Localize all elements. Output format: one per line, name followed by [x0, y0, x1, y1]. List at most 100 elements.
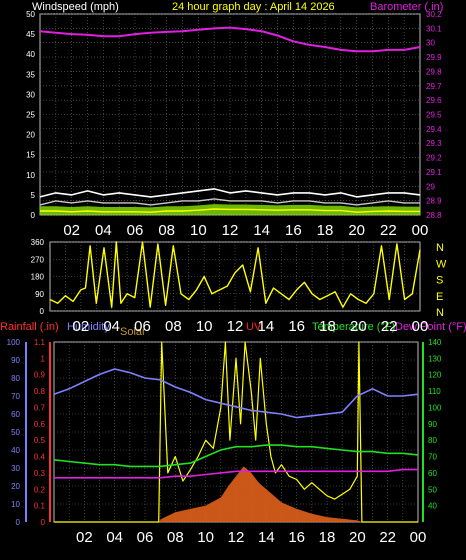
windspeed-tick-label: 35 — [26, 70, 35, 79]
direction-chart-x-tick-label: 18 — [319, 318, 336, 335]
wind-gust-line — [39, 188, 421, 198]
climate-chart-x-tick-label: 08 — [167, 529, 184, 546]
barometer-tick-label: 28.8 — [426, 211, 442, 220]
temperature-tick-label: 120 — [428, 371, 442, 380]
dewpoint-axis-title: Dew Point (°F) — [395, 321, 466, 333]
windspeed-tick-label: 20 — [26, 131, 35, 140]
temperature-tick-label: 40 — [428, 502, 437, 511]
humidity-tick-label: 80 — [11, 374, 20, 383]
direction-chart-x-tick-label: 02 — [72, 318, 89, 335]
direction-chart-x-tick-label: 14 — [257, 318, 274, 335]
rainfall-tick-label: 0.2 — [34, 485, 46, 494]
barometer-tick-label: 29.4 — [426, 125, 442, 134]
direction-chart-x-tick-label: 12 — [227, 318, 244, 335]
rainfall-tick-label: 1.1 — [34, 338, 46, 347]
barometer-tick-label: 28.9 — [426, 197, 442, 206]
uv-axis-title: UV — [246, 321, 262, 333]
compass-label: W — [436, 258, 447, 270]
wind-chart-x-tick-label: 12 — [222, 222, 239, 239]
wind-chart-x-tick-label: 16 — [285, 222, 302, 239]
windspeed-tick-label: 45 — [26, 30, 35, 39]
windspeed-axis-title: Windspeed (mph) — [32, 1, 119, 13]
temperature-tick-label: 90 — [428, 420, 437, 429]
barometer-tick-label: 29.6 — [426, 96, 442, 105]
wind-chart-x-tick-label: 04 — [95, 222, 112, 239]
barometer-tick-label: 29.9 — [426, 53, 442, 62]
barometer-tick-label: 29.7 — [426, 82, 442, 91]
temperature-tick-label: 130 — [428, 354, 442, 363]
barometer-tick-label: 29.2 — [426, 154, 442, 163]
rainfall-tick-label: 0.5 — [34, 436, 46, 445]
windspeed-tick-label: 10 — [26, 171, 35, 180]
barometer-tick-label: 29.8 — [426, 67, 442, 76]
windspeed-tick-label: 0 — [31, 211, 36, 220]
solar-area — [54, 466, 418, 522]
wind-chart-x-tick-label: 14 — [253, 222, 270, 239]
temperature-tick-label: 100 — [428, 403, 442, 412]
wind-direction-line — [49, 241, 421, 308]
humidity-tick-label: 10 — [11, 500, 20, 509]
direction-chart-x-tick-label: 00 — [412, 318, 429, 335]
wind-chart-x-tick-label: 02 — [63, 222, 80, 239]
direction-tick-label: 270 — [31, 255, 45, 264]
wind-speed-line — [39, 198, 420, 206]
direction-tick-label: 0 — [40, 307, 45, 316]
barometer-tick-label: 30 — [426, 39, 435, 48]
wind-chart-x-tick-label: 18 — [317, 222, 334, 239]
compass-label: N — [436, 242, 444, 254]
temperature-tick-label: 60 — [428, 469, 437, 478]
barometer-line — [39, 26, 421, 53]
rainfall-tick-label: 0.9 — [34, 371, 46, 380]
rainfall-tick-label: 0.8 — [34, 387, 46, 396]
windspeed-tick-label: 40 — [26, 50, 35, 59]
windspeed-tick-label: 25 — [26, 111, 35, 120]
rainfall-axis-title: Rainfall (.in) — [0, 321, 59, 333]
barometer-axis-title: Barometer (.in) — [370, 1, 443, 13]
humidity-tick-label: 90 — [11, 356, 20, 365]
climate-chart-x-tick-label: 12 — [228, 529, 245, 546]
humidity-axis-title: Humidity — [67, 321, 110, 333]
temperature-tick-label: 50 — [428, 485, 437, 494]
compass-label: E — [436, 291, 443, 303]
windspeed-tick-label: 15 — [26, 151, 35, 160]
dewpoint-line — [54, 468, 418, 479]
climate-chart-x-tick-label: 20 — [349, 529, 366, 546]
rainfall-tick-label: 0.3 — [34, 469, 46, 478]
direction-chart-x-tick-label: 08 — [165, 318, 182, 335]
direction-chart-x-tick-label: 16 — [288, 318, 305, 335]
direction-chart-x-tick-label: 20 — [350, 318, 367, 335]
direction-chart-x-tick-label: 04 — [103, 318, 120, 335]
climate-chart-x-tick-label: 06 — [137, 529, 154, 546]
humidity-tick-label: 100 — [7, 338, 21, 347]
wind-chart-x-tick-label: 10 — [190, 222, 207, 239]
wind-chart-x-tick-label: 00 — [412, 222, 429, 239]
direction-chart-x-tick-label: 22 — [381, 318, 398, 335]
humidity-tick-label: 0 — [16, 518, 21, 527]
humidity-tick-label: 40 — [11, 446, 20, 455]
rainfall-tick-label: 0.1 — [34, 502, 46, 511]
barometer-tick-label: 29 — [426, 182, 435, 191]
barometer-tick-label: 29.1 — [426, 168, 442, 177]
climate-chart-x-tick-label: 22 — [379, 529, 396, 546]
climate-chart-x-tick-label: 02 — [76, 529, 93, 546]
wind-average-line — [40, 208, 420, 213]
wind-chart-x-tick-label: 20 — [348, 222, 365, 239]
barometer-tick-label: 30.2 — [426, 10, 442, 19]
barometer-tick-label: 30.1 — [426, 24, 442, 33]
direction-tick-label: 90 — [35, 290, 44, 299]
humidity-tick-label: 50 — [11, 428, 20, 437]
temperature-tick-label: 70 — [428, 453, 437, 462]
climate-chart-x-tick-label: 10 — [197, 529, 214, 546]
rainfall-tick-label: 0.6 — [34, 420, 46, 429]
rainfall-tick-label: 0.4 — [34, 453, 46, 462]
barometer-tick-label: 29.3 — [426, 139, 442, 148]
temperature-tick-label: 80 — [428, 436, 437, 445]
wind-chart-x-tick-label: 08 — [158, 222, 175, 239]
direction-tick-label: 180 — [31, 273, 45, 282]
wind-chart-x-tick-label: 22 — [380, 222, 397, 239]
graph-title: 24 hour graph day : April 14 2026 — [172, 1, 335, 13]
windspeed-tick-label: 5 — [31, 191, 36, 200]
charts-layer: 02 04 06 08 10 12 14 16 18 20 22 0028.828.92929.129… — [7, 10, 447, 546]
rainfall-tick-label: 0 — [41, 518, 46, 527]
temperature-axis-title: Temperature (°F) — [312, 321, 395, 333]
